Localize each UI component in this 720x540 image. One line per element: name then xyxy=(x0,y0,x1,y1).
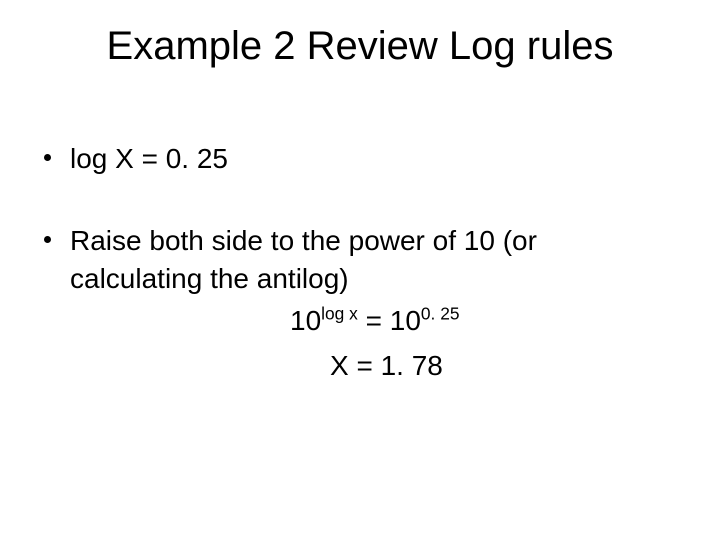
slide-title: Example 2 Review Log rules xyxy=(0,24,720,69)
equation-line-1: 10log x = 100. 25 xyxy=(290,301,676,342)
eq-sup: log x xyxy=(321,304,358,324)
bullet-dot-icon xyxy=(44,140,70,178)
bullet-text-line: Raise both side to the power of 10 (or c… xyxy=(70,225,537,294)
bullet-text: log X = 0. 25 xyxy=(70,140,676,178)
bullet-item: Raise both side to the power of 10 (or c… xyxy=(44,222,676,387)
bullet-item: log X = 0. 25 xyxy=(44,140,676,178)
eq-sup: 0. 25 xyxy=(421,304,460,324)
bullet-dot-icon xyxy=(44,222,70,387)
bullet-list: log X = 0. 25 Raise both side to the pow… xyxy=(44,140,676,387)
eq-equals: = xyxy=(358,305,390,336)
eq-base: 10 xyxy=(290,305,321,336)
equation-line-2: X = 1. 78 xyxy=(330,346,676,387)
bullet-text: Raise both side to the power of 10 (or c… xyxy=(70,222,676,387)
equation-block: 10log x = 100. 25 X = 1. 78 xyxy=(290,301,676,386)
eq-base: 10 xyxy=(390,305,421,336)
